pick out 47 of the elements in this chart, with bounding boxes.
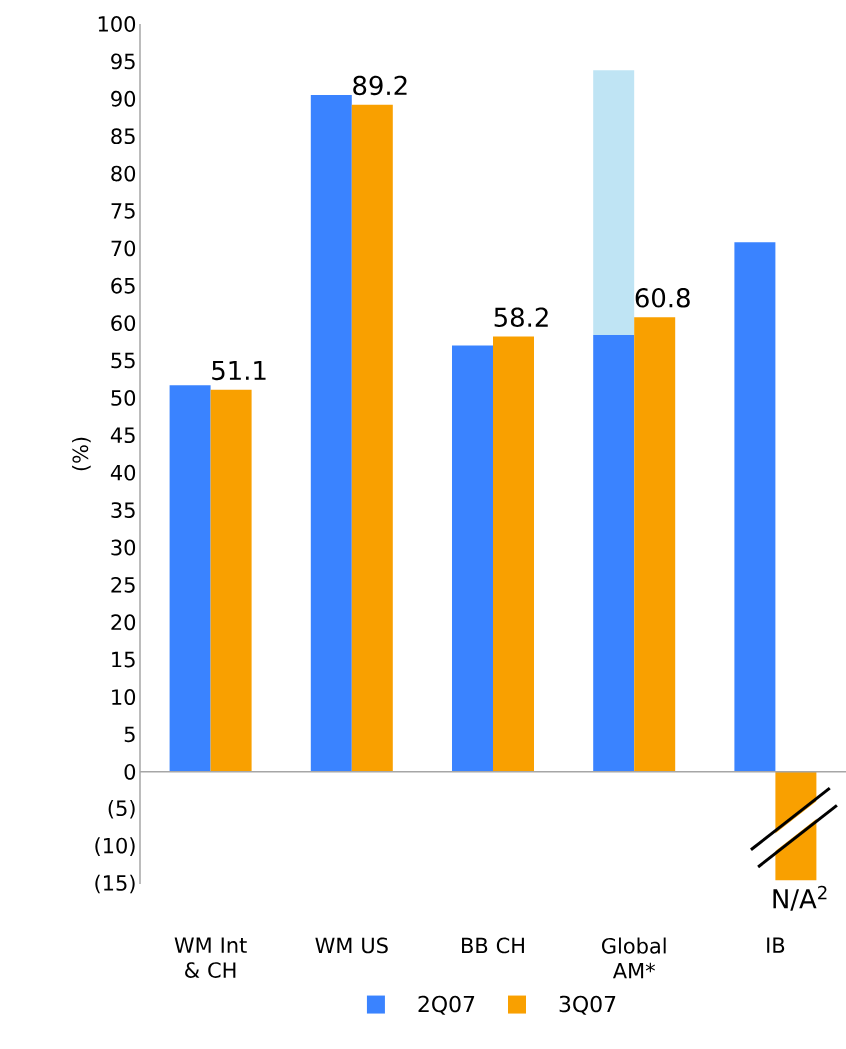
y-tick-label: 85: [111, 128, 135, 145]
x-tick-label: IB: [767, 937, 785, 953]
data-label: 58.2: [494, 307, 548, 328]
bar: [593, 70, 635, 336]
y-tick-label: 75: [111, 203, 135, 219]
x-tick-label: Global AM*: [602, 937, 666, 979]
bar: [210, 389, 252, 772]
y-tick-label: 65: [111, 277, 135, 294]
y-tick-label: 0: [124, 763, 136, 780]
y-tick-label: 95: [111, 53, 135, 70]
data-label: 89.2: [353, 75, 407, 96]
bar: [593, 335, 635, 772]
y-tick-label: 60: [111, 315, 136, 332]
y-tick-label: 20: [111, 614, 136, 631]
legend-label: 3Q07: [559, 995, 616, 1015]
bar: [351, 104, 393, 772]
x-tick-label: WM Int & CH: [174, 937, 247, 978]
y-tick-label: 50: [111, 389, 136, 406]
y-tick-label: 40: [110, 464, 136, 481]
x-tick-label: BB CH: [462, 937, 524, 954]
y-tick-label: 15: [112, 651, 135, 668]
bar: [452, 345, 493, 772]
y-tick-label: 80: [111, 165, 136, 182]
data-label: 51.1: [212, 360, 266, 381]
y-tick-label: (5): [108, 799, 135, 819]
y-axis-title: (%): [72, 437, 91, 471]
y-tick-label: 30: [111, 539, 136, 556]
y-tick-label: 70: [111, 240, 136, 257]
y-tick-label: (15): [95, 874, 135, 894]
y-tick-label: 45: [110, 427, 135, 444]
bar: [310, 95, 352, 772]
data-label: 60.8: [635, 288, 690, 308]
y-tick-label: 5: [124, 726, 135, 743]
y-tick-label: (10): [95, 837, 135, 856]
y-tick-label: 55: [111, 352, 135, 369]
y-tick-label: 100: [98, 16, 136, 32]
annotation: N/A$^{2}$: [773, 885, 827, 911]
bar: [734, 242, 776, 772]
y-tick-label: 10: [112, 689, 136, 705]
x-tick-label: WM US: [315, 937, 388, 954]
y-tick-label: 90: [111, 90, 136, 107]
bar: [493, 336, 534, 772]
bar: [634, 317, 676, 772]
y-tick-label: 35: [111, 502, 135, 518]
bar: [169, 385, 211, 772]
legend-label: 2Q07: [418, 995, 475, 1015]
y-tick-label: 25: [111, 576, 135, 593]
